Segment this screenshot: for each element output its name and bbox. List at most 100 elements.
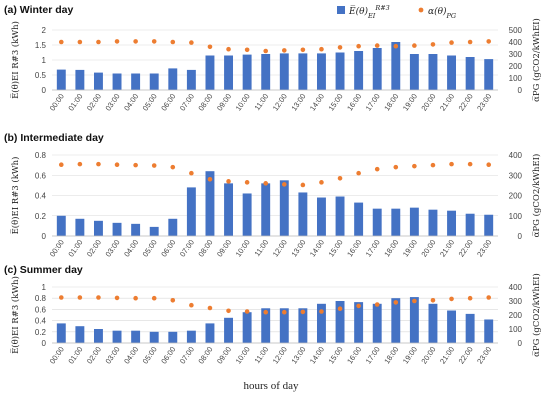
y-right-tick-label: 300: [509, 171, 523, 180]
y-tick-label: 0: [42, 339, 47, 348]
bar: [205, 171, 215, 236]
bar: [93, 72, 103, 90]
data-point: [207, 44, 213, 50]
bar: [354, 51, 364, 90]
data-point: [412, 163, 417, 169]
x-tick-label: 22:00: [457, 92, 475, 113]
x-tick-label: 14:00: [308, 92, 326, 113]
x-tick-label: 15:00: [327, 345, 345, 366]
x-tick-label: 07:00: [178, 238, 196, 259]
bar: [224, 317, 234, 343]
x-tick-label: 14:00: [308, 345, 326, 366]
data-point: [58, 295, 64, 300]
bar: [149, 226, 159, 236]
y-right-tick-label: 100: [509, 74, 523, 83]
data-point: [319, 46, 324, 52]
x-tick-label: 04:00: [122, 238, 140, 259]
x-tick-label: 20:00: [419, 92, 437, 113]
chart-panels: (a) Winter day00.511.520100200300400500E…: [4, 4, 542, 366]
data-point: [189, 40, 194, 45]
y-tick-label: 0.8: [35, 294, 47, 303]
bar: [298, 53, 308, 90]
x-tick-label: 09:00: [215, 92, 233, 113]
data-point: [430, 42, 436, 47]
y-right-tick-label: 300: [509, 50, 523, 59]
x-tick-label: 12:00: [271, 238, 289, 259]
bar: [484, 59, 494, 90]
x-tick-label: 22:00: [457, 238, 475, 259]
bar: [168, 218, 178, 236]
x-tick-label: 04:00: [122, 345, 140, 366]
bar: [447, 310, 457, 343]
x-tick-label: 08:00: [196, 345, 214, 366]
bar: [242, 193, 252, 236]
bar: [242, 54, 252, 90]
x-tick-label: 13:00: [289, 345, 307, 366]
data-point: [133, 162, 138, 168]
bar: [56, 215, 66, 236]
x-tick-label: 20:00: [419, 238, 437, 259]
bar: [428, 209, 438, 236]
x-tick-label: 22:00: [457, 345, 475, 366]
bar: [428, 54, 438, 90]
y-right-tick-label: 0: [518, 86, 523, 95]
data-point: [300, 182, 306, 188]
y-right-axis-label: α̅PG (gCO2/kWhEI): [531, 273, 542, 357]
x-tick-label: 16:00: [345, 238, 363, 259]
x-tick-label: 10:00: [234, 92, 252, 113]
x-tick-label: 01:00: [66, 92, 84, 113]
bar: [335, 301, 345, 343]
y-tick-label: 0: [42, 86, 47, 95]
data-point: [244, 180, 250, 185]
bar: [205, 55, 215, 90]
data-point: [263, 48, 269, 54]
x-tick-label: 09:00: [215, 345, 233, 366]
x-tick-label: 00:00: [48, 238, 66, 259]
data-point: [356, 303, 361, 309]
bar: [335, 52, 345, 90]
data-point: [151, 39, 157, 44]
bar: [428, 303, 438, 343]
data-point: [449, 40, 454, 45]
bar: [149, 331, 159, 343]
y-right-axis-label: α̅PG (gCO2/kWhEI): [531, 18, 542, 102]
legend-dot-label: α(θ)PG: [428, 6, 456, 20]
data-point: [337, 45, 343, 50]
bar: [168, 331, 178, 343]
bar: [93, 220, 103, 236]
bar: [56, 323, 66, 343]
bar: [447, 55, 457, 90]
y-right-tick-label: 100: [509, 325, 523, 334]
bar: [465, 57, 475, 90]
y-axis-label: E̅(θ)EI R#3 (kWh): [9, 21, 21, 99]
data-point: [374, 43, 380, 48]
bar: [131, 73, 141, 90]
bar: [149, 73, 159, 90]
y-right-tick-label: 100: [509, 212, 523, 221]
y-tick-label: 1: [42, 56, 47, 65]
bar: [354, 302, 364, 343]
data-point: [281, 309, 287, 315]
bar: [261, 54, 271, 90]
bar: [75, 69, 85, 90]
data-point: [77, 39, 83, 45]
bar: [112, 330, 122, 343]
x-tick-label: 05:00: [141, 345, 159, 366]
y-right-tick-label: 400: [509, 151, 523, 160]
x-tick-label: 00:00: [48, 92, 66, 113]
bar: [112, 222, 122, 236]
y-right-tick-label: 0: [518, 232, 523, 241]
data-point: [170, 39, 176, 45]
data-point: [114, 39, 120, 44]
data-point: [170, 164, 176, 170]
bar: [186, 330, 196, 343]
bar: [131, 223, 141, 236]
data-point: [207, 305, 213, 311]
data-point: [449, 161, 454, 167]
bar: [131, 330, 141, 343]
x-tick-label: 18:00: [382, 92, 400, 113]
data-point: [114, 295, 120, 301]
y-axis-label: E̅(θ)EI R#3 (kWh): [9, 157, 21, 235]
bar: [279, 308, 289, 343]
